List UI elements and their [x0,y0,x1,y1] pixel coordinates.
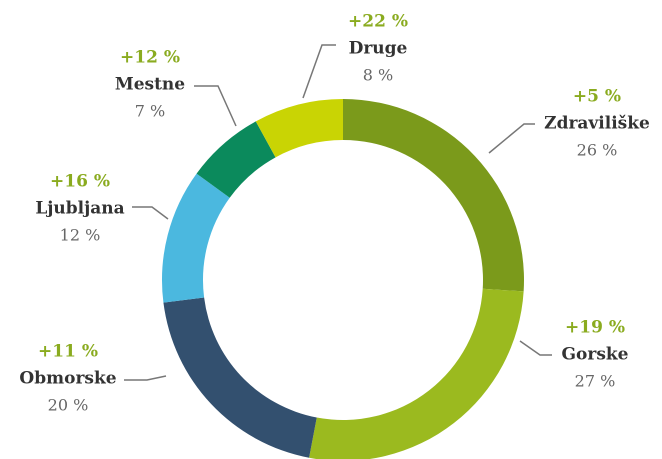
value-label: 7 % [135,102,165,121]
donut-segment [343,99,524,292]
donut-segment [309,288,524,459]
category-label: Ljubljana [35,199,124,219]
category-label: Zdraviliške [544,114,650,134]
change-label: +16 % [50,172,110,192]
change-label: +5 % [573,87,621,107]
leader-line [194,85,237,127]
change-label: +11 % [38,342,98,362]
leader-line [302,44,336,99]
donut-segment [196,121,276,198]
leader-line [124,375,167,381]
value-label: 8 % [363,66,393,85]
leader-line [519,340,552,356]
donut-segment [162,173,230,303]
value-label: 27 % [575,372,616,391]
value-label: 12 % [60,226,101,245]
category-label: Gorske [562,345,629,365]
category-label: Mestne [115,75,185,95]
value-label: 20 % [48,396,89,415]
donut-segment [163,297,317,458]
change-label: +12 % [120,48,180,68]
leader-line [488,123,535,154]
leader-line [132,206,169,220]
category-label: Druge [349,39,408,59]
change-label: +19 % [565,318,625,338]
donut-segment [255,99,343,158]
category-label: Obmorske [19,369,116,389]
value-label: 26 % [577,141,618,160]
change-label: +22 % [348,12,408,32]
